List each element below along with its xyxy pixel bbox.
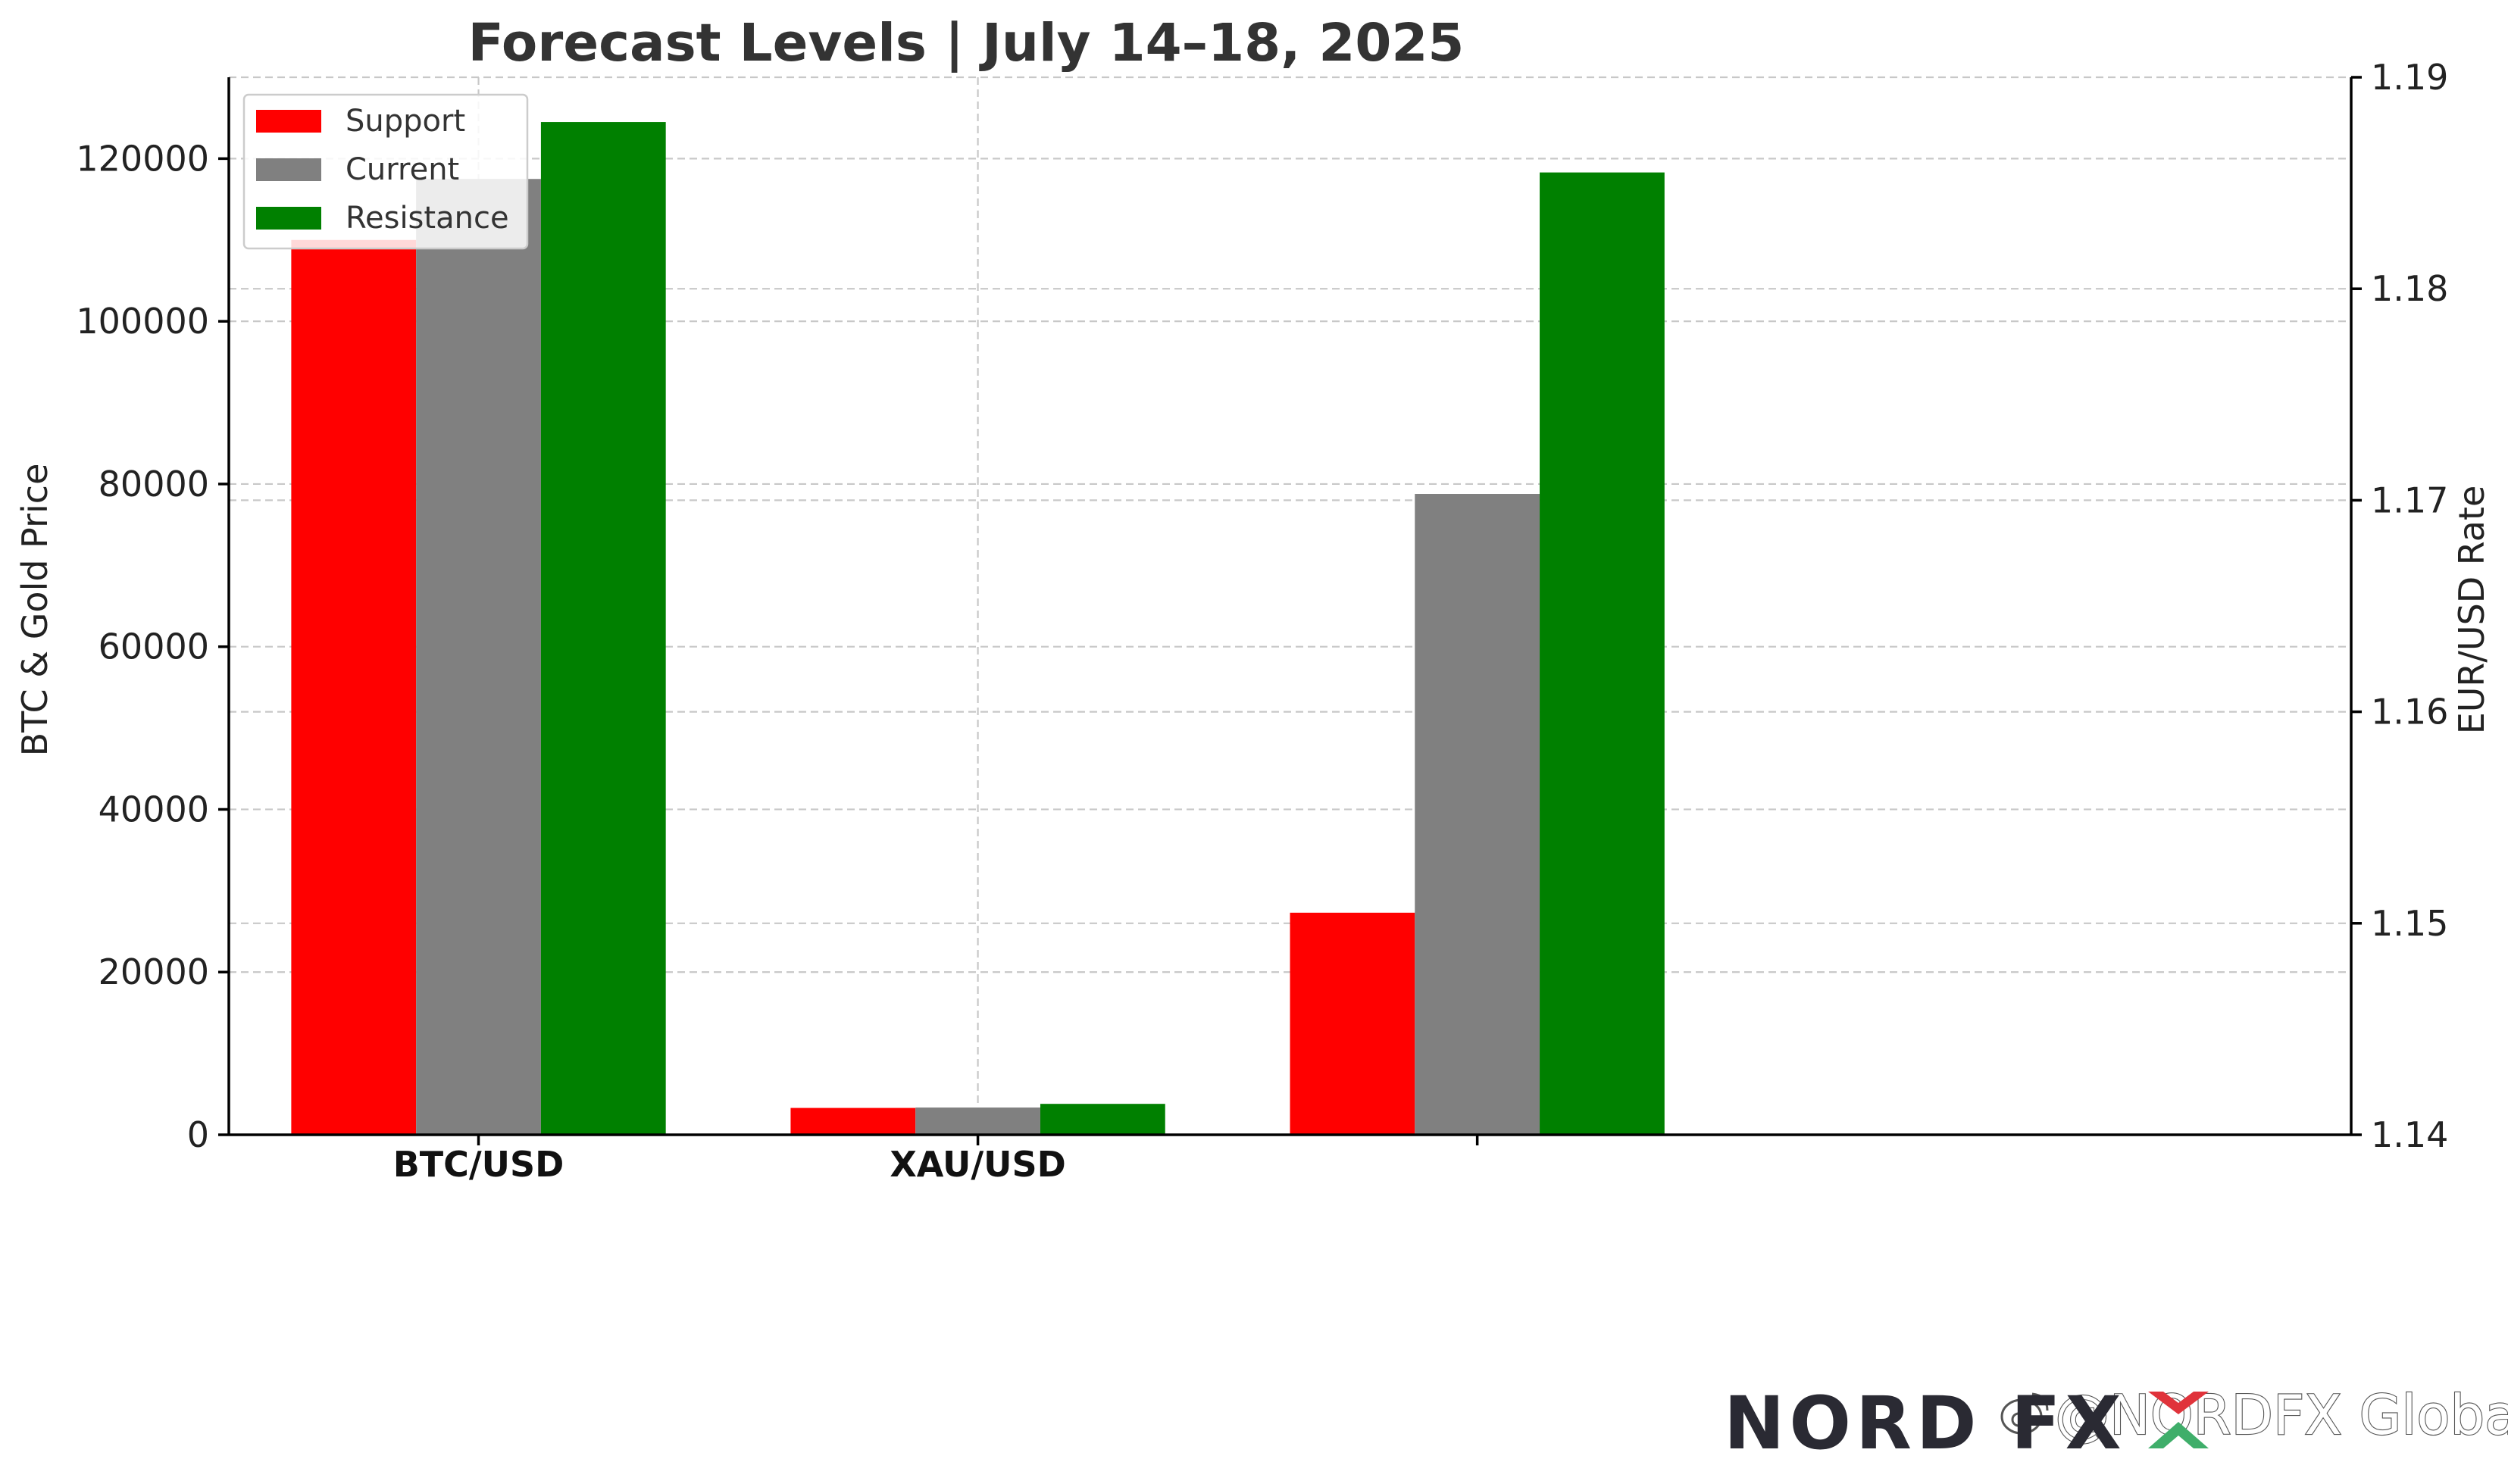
bars-layer (291, 122, 1665, 1136)
right-tick-label: 1.15 (2371, 903, 2448, 944)
right-tick-label: 1.17 (2371, 480, 2448, 520)
bar-resistance-0 (540, 122, 666, 1136)
right-tick-label: 1.16 (2371, 692, 2448, 733)
watermark: @NORDFX Global (2000, 1382, 2508, 1448)
left-axis-label: BTC & Gold Price (14, 464, 55, 757)
legend-swatch-resistance (256, 207, 321, 230)
left-tick-label: 120000 (76, 138, 209, 179)
legend-label-resistance: Resistance (346, 201, 509, 236)
nordfx-logo: NORD FX (1724, 1381, 2209, 1466)
left-tick-label: 100000 (76, 301, 209, 342)
left-tick-label: 0 (187, 1114, 209, 1155)
left-tick-label: 80000 (99, 464, 209, 505)
right-tick-label: 1.14 (2371, 1114, 2448, 1155)
category-label: XAU/USD (890, 1144, 1065, 1185)
left-tick-label: 60000 (99, 626, 209, 667)
bar-resistance-2 (1540, 172, 1665, 1135)
legend-label-current: Current (346, 152, 459, 187)
legend: Support Current Resistance (242, 93, 529, 250)
bar-support-2 (1290, 912, 1415, 1135)
weibo-icon (2000, 1392, 2049, 1435)
bar-current-0 (416, 179, 541, 1136)
watermark-text: @NORDFX Global (2055, 1383, 2508, 1447)
bar-current-1 (915, 1108, 1040, 1135)
right-axis-label: EUR/USD Rate (2451, 486, 2492, 735)
legend-label-support: Support (346, 104, 465, 139)
right-tick-label: 1.18 (2371, 268, 2448, 309)
bar-current-2 (1415, 494, 1540, 1135)
bar-support-0 (291, 239, 417, 1135)
right-tick-label: 1.19 (2371, 57, 2448, 98)
logo-text: NORD FX (1724, 1381, 2126, 1466)
category-label: BTC/USD (393, 1144, 564, 1185)
chart-title: Forecast Levels | July 14–18, 2025 (468, 13, 1465, 73)
left-tick-label: 20000 (99, 951, 209, 992)
axes-layer: 0 20000 40000 60000 80000 100000 120000 1.14 1.1… (76, 57, 2448, 1185)
legend-swatch-current (256, 158, 321, 181)
logo-accent-red (2148, 1392, 2209, 1414)
bar-resistance-1 (1040, 1104, 1165, 1135)
left-tick-label: 40000 (99, 789, 209, 829)
bar-support-1 (790, 1108, 916, 1135)
legend-swatch-support (256, 110, 321, 133)
logo-accent-green (2148, 1422, 2209, 1448)
